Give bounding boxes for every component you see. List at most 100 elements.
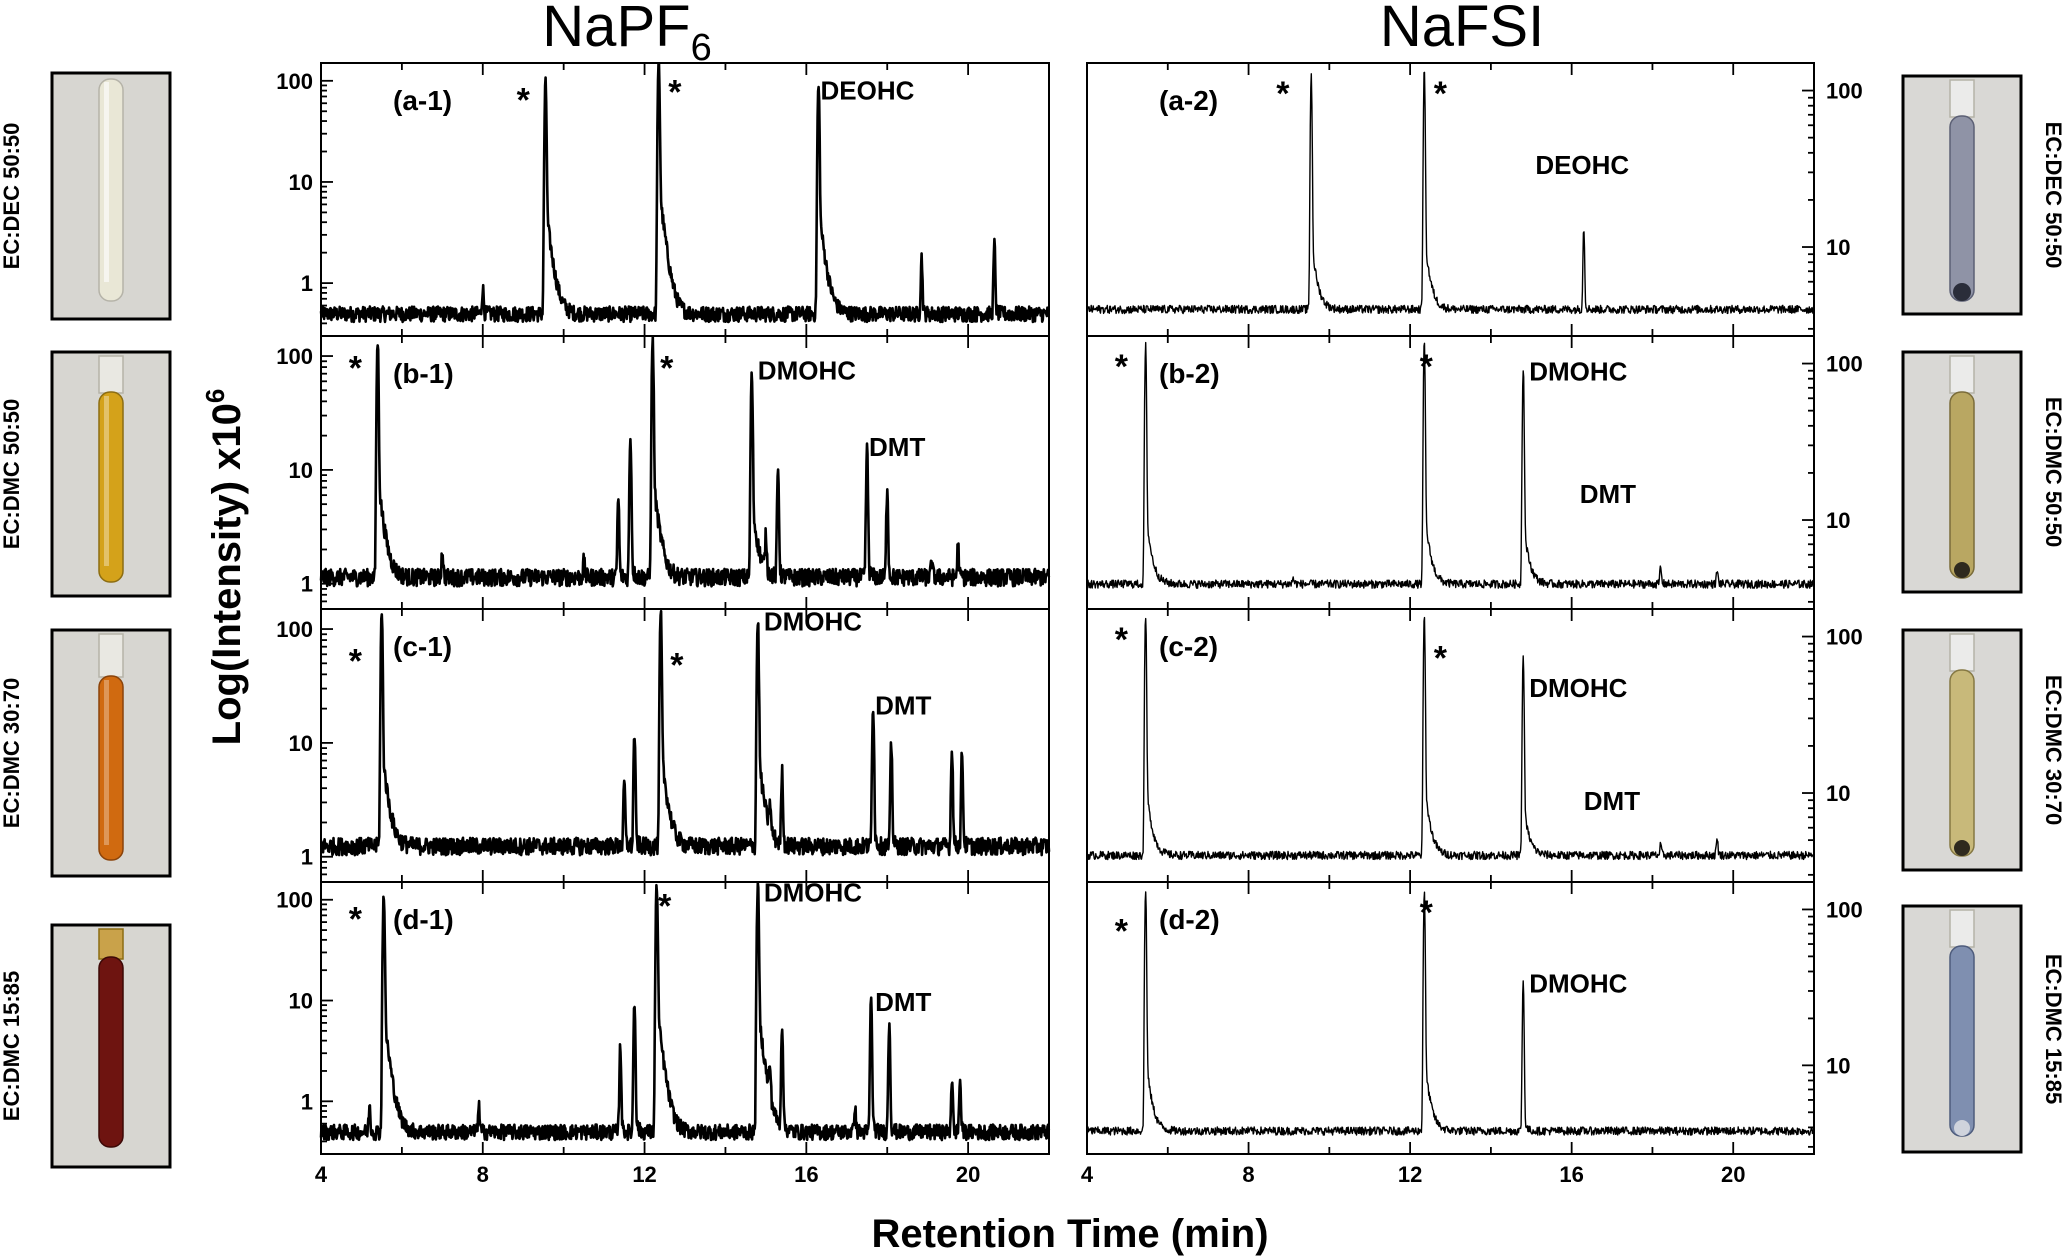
- star-annotation: *: [658, 888, 672, 926]
- chromatogram-c-1: 1 10 100 (c-1) * * DMOHC DMT: [276, 606, 1051, 883]
- photo-ec-dmc-1585-napf6: [50, 923, 172, 1169]
- row-label-left-1: EC:DEC 50:50: [0, 123, 24, 270]
- photo-ec-dmc-5050-nafsi: [1901, 350, 2023, 594]
- x-tick-label: 20: [1721, 1162, 1745, 1187]
- star-annotation: *: [1115, 913, 1129, 951]
- photo-ec-dmc-3070-napf6: [50, 628, 172, 878]
- peak-annotation-dmt: DMT: [1584, 786, 1640, 816]
- trace-a-2: [1086, 71, 1815, 315]
- x-tick-label: 4: [1081, 1162, 1094, 1187]
- peak-annotation-dmt: DMT: [1580, 479, 1636, 509]
- y-tick-label: 10: [289, 170, 313, 195]
- photo-ec-dmc-3070-nafsi: [1901, 628, 2023, 872]
- star-annotation: *: [1434, 640, 1448, 678]
- peak-point: [634, 733, 635, 734]
- star-annotation: *: [349, 642, 363, 680]
- left-title-main: NaPF: [542, 0, 690, 59]
- y-tick-label: 10: [289, 458, 313, 483]
- y-axis-title-superscript: 6: [200, 389, 230, 403]
- row-label-left-2: EC:DMC 50:50: [0, 399, 24, 549]
- panel-label-c-1: (c-1): [393, 631, 452, 662]
- peak-annotation-dmohc: DMOHC: [1529, 357, 1627, 387]
- row-label-right-3: EC:DMC 30:70: [2041, 675, 2066, 825]
- panel-label-b-1: (b-1): [393, 358, 454, 389]
- peak-annotation-dmohc: DMOHC: [764, 606, 862, 636]
- y-tick-label: 1: [301, 845, 313, 870]
- trace-c-1: [319, 609, 1051, 857]
- x-tick-label: 8: [477, 1162, 489, 1187]
- star-annotation: *: [349, 900, 363, 938]
- peak-point: [1523, 367, 1524, 368]
- star-annotation: *: [349, 349, 363, 387]
- star-annotation: *: [1434, 75, 1448, 113]
- peak-point: [951, 1078, 952, 1079]
- trace-b-2: [1086, 341, 1815, 589]
- peak-point: [630, 435, 631, 436]
- peak-point: [1717, 837, 1718, 838]
- chromatogram-b-2: 10 100 (b-2) * * DMOHC DMT: [1086, 335, 1863, 610]
- trace-a-1: [319, 62, 1050, 324]
- y-tick-label: 10: [1826, 781, 1850, 806]
- star-annotation: *: [668, 73, 682, 111]
- left-title-subscript: 6: [691, 27, 712, 69]
- row-label-left-4: EC:DMC 15:85: [0, 971, 24, 1121]
- y-tick-label: 10: [1826, 235, 1850, 260]
- trace-b-1: [319, 335, 1051, 588]
- peak-point: [1583, 229, 1584, 230]
- chromatogram-c-2: 10 100 (c-2) * * DMOHC DMT: [1086, 608, 1863, 883]
- panel-frame-d-1: [320, 881, 1050, 1155]
- y-tick-label: 1: [301, 572, 313, 597]
- trace-d-2: [1086, 891, 1815, 1136]
- photo-ec-dmc-5050-napf6: [50, 350, 172, 598]
- panel-label-a-1: (a-1): [393, 85, 452, 116]
- peak-point: [887, 487, 888, 488]
- peak-annotation-dmt: DMT: [869, 432, 925, 462]
- panel-label-a-2: (a-2): [1159, 85, 1218, 116]
- star-annotation: *: [660, 349, 674, 387]
- y-axis-title-main: Log(Intensity) x10: [205, 403, 249, 745]
- left-column-title: NaPF6: [542, 0, 711, 69]
- panel-label-c-2: (c-2): [1159, 631, 1218, 662]
- panel-label-d-1: (d-1): [393, 904, 454, 935]
- chromatogram-b-1: 1 10 100 (b-1) * * DMOHC DMT: [276, 335, 1051, 610]
- y-tick-label: 100: [1826, 625, 1863, 650]
- x-tick-label: 4: [315, 1162, 328, 1187]
- star-annotation: *: [670, 647, 684, 685]
- y-tick-label: 1: [301, 1089, 313, 1114]
- photo-ec-dec-5050-napf6: [50, 71, 172, 321]
- peak-annotation-dmohc: DMOHC: [1529, 969, 1627, 999]
- x-tick-label: 12: [632, 1162, 656, 1187]
- peak-point: [951, 748, 952, 749]
- star-annotation: *: [1420, 348, 1434, 386]
- y-axis-title: Log(Intensity) x106: [200, 389, 249, 746]
- peak-annotation-dmohc: DMOHC: [764, 878, 862, 908]
- row-label-right-2: EC:DMC 50:50: [2041, 397, 2066, 547]
- peak-point: [782, 1026, 783, 1027]
- chromatogram-a-1: 1 10 100 (a-1) * * DEOHC: [276, 62, 1050, 337]
- right-column-title: NaFSI: [1380, 0, 1544, 59]
- peak-annotation-dmohc: DMOHC: [758, 356, 856, 386]
- chromatogram-d-1: 1 10 100 4 8 12 16 20 (d-1) * * DMOHC DMT: [276, 878, 1051, 1187]
- peak-point: [383, 893, 384, 894]
- y-tick-label: 100: [276, 617, 313, 642]
- row-label-right-1: EC:DEC 50:50: [2041, 122, 2066, 269]
- peak-point: [377, 343, 378, 344]
- star-annotation: *: [1115, 348, 1129, 386]
- y-tick-label: 10: [1826, 1053, 1850, 1078]
- star-annotation: *: [517, 81, 531, 119]
- y-tick-label: 10: [289, 731, 313, 756]
- x-tick-label: 8: [1242, 1162, 1254, 1187]
- chromatogram-a-2: 10 100 (a-2) * * DEOHC: [1086, 62, 1863, 337]
- y-tick-label: 10: [1826, 508, 1850, 533]
- x-tick-label: 20: [956, 1162, 980, 1187]
- photo-ec-dec-5050-nafsi: [1901, 74, 2023, 316]
- panel-label-b-2: (b-2): [1159, 358, 1220, 389]
- y-tick-label: 100: [1826, 897, 1863, 922]
- row-label-left-3: EC:DMC 30:70: [0, 678, 24, 828]
- y-tick-label: 100: [1826, 352, 1863, 377]
- trace-c-2: [1086, 616, 1815, 861]
- y-tick-label: 10: [289, 989, 313, 1014]
- chromatogram-d-2: 10 100 4 8 12 16 20 (d-2) * * DMOHC: [1081, 881, 1863, 1187]
